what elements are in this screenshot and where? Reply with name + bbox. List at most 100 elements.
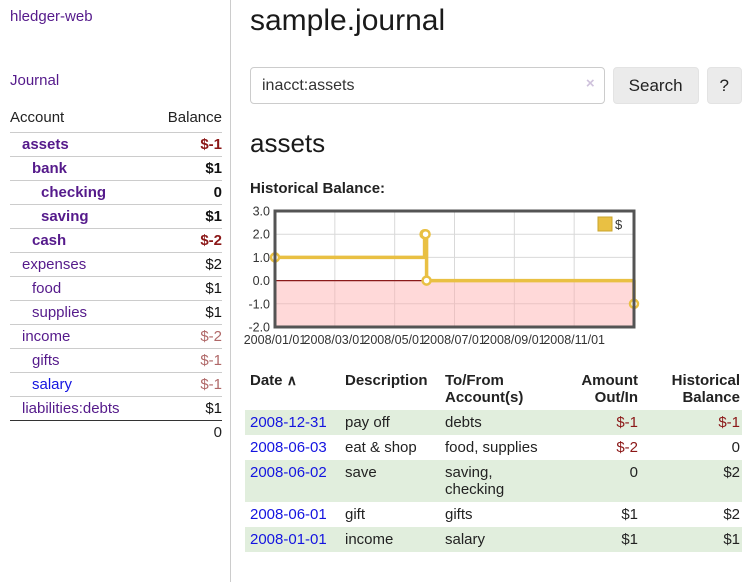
- transaction-amount: 0: [629, 464, 638, 481]
- account-balance: $-2: [200, 328, 222, 345]
- clear-search-icon[interactable]: ×: [585, 75, 595, 92]
- account-link[interactable]: cash: [32, 232, 67, 249]
- account-link[interactable]: saving: [41, 208, 89, 225]
- register-row: 2008-06-01 gift gifts $1 $2: [245, 502, 742, 527]
- transaction-description: save: [345, 464, 377, 481]
- register-header-to-from-account-s-[interactable]: To/From Account(s): [445, 372, 524, 406]
- transaction-amount: $-2: [616, 439, 638, 456]
- account-link[interactable]: income: [22, 328, 71, 345]
- account-link[interactable]: food: [32, 280, 62, 297]
- negative-region: [275, 280, 634, 327]
- app-brand-link[interactable]: hledger-web: [10, 8, 93, 25]
- transaction-date-link[interactable]: 2008-06-03: [250, 439, 327, 456]
- account-row: assets $-1: [10, 132, 222, 157]
- x-axis-tick-label: 2008/03/01: [304, 333, 367, 347]
- account-link[interactable]: liabilities:debts: [22, 400, 120, 417]
- transaction-date-link[interactable]: 2008-06-01: [250, 506, 327, 523]
- transaction-description: eat & shop: [345, 439, 417, 456]
- account-row: expenses $2: [10, 252, 222, 277]
- transaction-accounts: salary: [445, 531, 486, 548]
- register-header-amount-out-in[interactable]: Amount Out/In: [581, 372, 638, 406]
- y-axis-tick-label: 2.0: [253, 228, 270, 242]
- account-row: bank $1: [10, 156, 222, 181]
- account-balance: $-1: [200, 136, 222, 153]
- x-axis-tick-label: 2008/07/01: [423, 333, 486, 347]
- help-button[interactable]: ?: [706, 67, 742, 104]
- transaction-balance: $2: [723, 506, 740, 523]
- account-balance: $-1: [200, 352, 222, 369]
- account-link[interactable]: salary: [32, 376, 73, 393]
- account-balance: $1: [205, 160, 222, 177]
- account-row: income $-2: [10, 324, 222, 349]
- search-button[interactable]: Search: [612, 67, 699, 104]
- transaction-balance: $1: [723, 531, 740, 548]
- register-row: 2008-06-03 eat & shop food, supplies $-2 0: [245, 435, 742, 460]
- transaction-date-link[interactable]: 2008-12-31: [250, 414, 327, 431]
- transaction-balance: $-1: [718, 414, 740, 431]
- legend-label: $: [615, 217, 623, 232]
- data-point-marker: [420, 228, 431, 240]
- search-form: × Search ?: [250, 67, 742, 104]
- transaction-date-link[interactable]: 2008-06-02: [250, 464, 327, 481]
- account-balance: 0: [213, 184, 222, 201]
- transaction-description: income: [345, 531, 394, 548]
- account-row: supplies $1: [10, 300, 222, 325]
- account-link[interactable]: checking: [41, 184, 107, 201]
- account-link[interactable]: assets: [22, 136, 69, 153]
- account-link[interactable]: bank: [32, 160, 68, 177]
- transaction-accounts: debts: [445, 414, 482, 431]
- account-row: salary $-1: [10, 372, 222, 397]
- sort-ascending-icon: ∧: [286, 372, 297, 388]
- account-row: gifts $-1: [10, 348, 222, 373]
- sidebar: hledger-web Journal Account Balance asse…: [0, 0, 231, 582]
- y-axis-tick-label: 0.0: [253, 274, 270, 288]
- register-row: 2008-12-31 pay off debts $-1 $-1: [245, 410, 742, 435]
- legend-swatch: [597, 216, 613, 232]
- account-row: cash $-2: [10, 228, 222, 253]
- account-balance: $2: [205, 256, 222, 273]
- transaction-amount: $1: [621, 531, 638, 548]
- transaction-amount: $-1: [616, 414, 638, 431]
- chart-title: Historical Balance:: [250, 180, 386, 197]
- account-balance: $1: [205, 304, 222, 321]
- account-link[interactable]: expenses: [22, 256, 87, 273]
- x-axis-tick-label: 2008/01/01: [244, 333, 307, 347]
- account-row: saving $1: [10, 204, 222, 229]
- search-input[interactable]: [250, 67, 605, 104]
- register-header-historical-balance[interactable]: Historical Balance: [671, 372, 740, 406]
- transaction-description: pay off: [345, 414, 390, 431]
- account-balance: $1: [205, 280, 222, 297]
- account-link[interactable]: gifts: [32, 352, 60, 369]
- account-balance: $-1: [200, 376, 222, 393]
- register-header-date[interactable]: Date ∧: [250, 372, 297, 389]
- transaction-balance: 0: [731, 439, 740, 456]
- main-content: sample.journal × Search ? assets Histori…: [231, 0, 742, 552]
- account-page-title: assets: [250, 128, 326, 158]
- transaction-balance: $2: [723, 464, 740, 481]
- x-axis-tick-label: 2008/05/01: [363, 333, 426, 347]
- transaction-description: gift: [345, 506, 366, 523]
- transaction-accounts: food, supplies: [445, 439, 538, 456]
- account-balance: $-2: [200, 232, 222, 249]
- page-title: sample.journal: [250, 4, 446, 37]
- register-row: 2008-06-02 save saving, checking 0 $2: [245, 460, 742, 502]
- account-link[interactable]: supplies: [32, 304, 88, 321]
- sidebar-item-journal[interactable]: Journal: [10, 72, 60, 89]
- transaction-accounts: saving, checking: [445, 464, 505, 498]
- y-axis-tick-label: 1.0: [253, 251, 270, 265]
- account-balance: $1: [205, 400, 222, 417]
- y-axis-tick-label: -1.0: [248, 297, 270, 311]
- transaction-accounts: gifts: [445, 506, 473, 523]
- historical-balance-chart: $3.0 2.0 1.0 0.0 -1.0 -2.0 2008/01/01 2008/03/0…: [242, 204, 662, 354]
- transaction-date-link[interactable]: 2008-01-01: [250, 531, 327, 548]
- accounts-total-value: 0: [213, 424, 222, 441]
- y-axis-tick-label: -2.0: [248, 321, 270, 335]
- x-axis-tick-label: 2008/11/01: [543, 333, 605, 347]
- x-axis-tick-label: 2008/09/01: [483, 333, 546, 347]
- register-row: 2008-01-01 income salary $1 $1: [245, 527, 742, 552]
- register-header-description[interactable]: Description: [345, 372, 428, 389]
- register-table: Date ∧ Description To/From Account(s) Amoun…: [245, 368, 742, 552]
- plot-border: [273, 209, 636, 329]
- account-row: liabilities:debts $1: [10, 396, 222, 421]
- accounts-total-row: 0: [10, 420, 222, 445]
